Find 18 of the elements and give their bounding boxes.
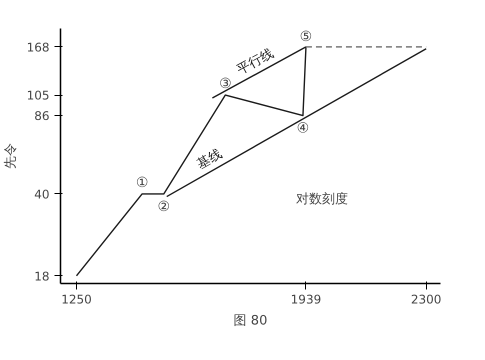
text: 基线 xyxy=(194,146,225,172)
y-tick-label: 86 xyxy=(34,109,50,124)
caption: 图 80 xyxy=(234,314,268,328)
annotation: ② xyxy=(157,198,170,215)
y-tick-label: 105 xyxy=(26,88,50,103)
y-tick-label: 168 xyxy=(26,40,50,54)
x-tick-label: 2300 xyxy=(410,292,442,306)
annotation: ⑤ xyxy=(300,28,312,45)
annotation: 对数刻度 xyxy=(296,191,348,207)
annotation: ④ xyxy=(296,120,310,137)
y-tick-label: 18 xyxy=(34,269,50,284)
annotation: ③ xyxy=(219,76,232,92)
x-tick-label: 1250 xyxy=(61,292,92,306)
x-tick-label: 1939 xyxy=(290,292,322,306)
y-tick-label: 40 xyxy=(34,187,50,202)
annotation: ① xyxy=(136,174,148,191)
y-axis-title: 先令 xyxy=(4,143,19,169)
text: 平行线 xyxy=(234,46,276,78)
